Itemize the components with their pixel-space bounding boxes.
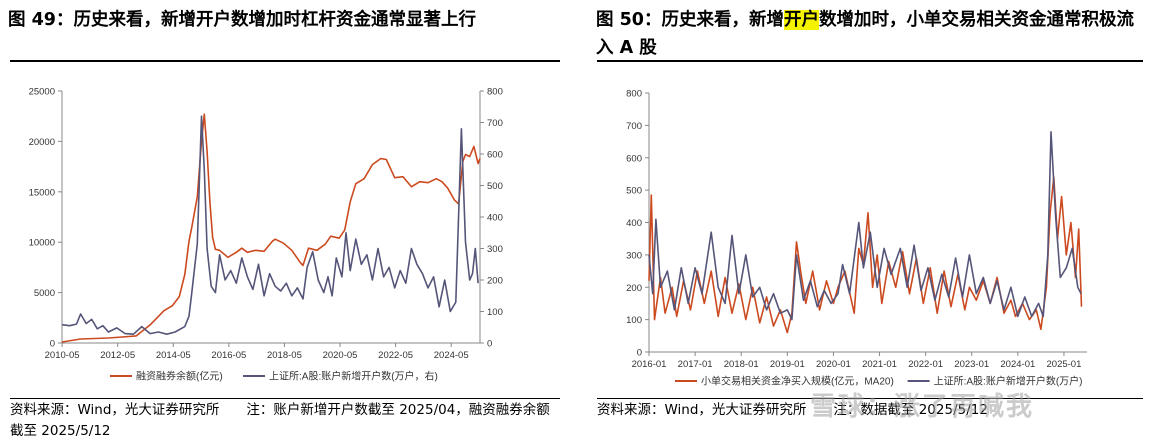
x-tick-label: 2016-05 bbox=[211, 350, 246, 361]
title-part: 数增加时，小单交易相关资金通常积极流入 A 股 bbox=[596, 10, 1134, 58]
x-tick-label: 2012-05 bbox=[100, 350, 135, 361]
series-line bbox=[61, 113, 481, 343]
source-note: 资料来源：Wind，光大证券研究所 注：账户新增开户数截至 2025/04，融资… bbox=[10, 402, 550, 439]
title-part: 图 50：历史来看，新增 bbox=[596, 10, 784, 30]
y-right-tick-label: 100 bbox=[487, 307, 503, 318]
y-right-tick-label: 400 bbox=[487, 213, 503, 224]
y-right-tick-label: 800 bbox=[487, 87, 503, 98]
x-tick-label: 2023-01 bbox=[954, 359, 989, 370]
legend-label: 小单交易相关资金净买入规模(亿元，MA20) bbox=[701, 375, 894, 388]
y-tick-label: 600 bbox=[626, 153, 642, 164]
x-tick-label: 2025-01 bbox=[1047, 359, 1082, 370]
y-right-tick-label: 600 bbox=[487, 150, 503, 161]
source-rule bbox=[597, 398, 1143, 399]
y-right-tick-label: 500 bbox=[487, 181, 503, 192]
y-tick-label: 0 bbox=[50, 339, 55, 350]
x-tick-label: 2024-05 bbox=[434, 350, 469, 361]
y-tick-label: 700 bbox=[626, 121, 642, 132]
x-tick-label: 2018-01 bbox=[724, 359, 759, 370]
y-tick-label: 20000 bbox=[29, 137, 55, 148]
y-tick-label: 800 bbox=[626, 89, 642, 100]
y-tick-label: 300 bbox=[626, 250, 642, 261]
series-line bbox=[648, 131, 1082, 321]
legend-label: 融资融券余额(亿元) bbox=[136, 370, 223, 383]
chart-49: 0 5000 10000 15000 20000 25000 0 100 200 300 400 50… bbox=[29, 87, 503, 383]
title-highlight: 开户 bbox=[783, 10, 819, 30]
y-tick-label: 0 bbox=[637, 348, 642, 359]
x-tick-label: 2022-01 bbox=[908, 359, 943, 370]
x-tick-label: 2022-05 bbox=[378, 350, 413, 361]
x-tick-label: 2020-01 bbox=[816, 359, 851, 370]
watermark: 雪球：涨了再喊我 bbox=[810, 392, 1035, 422]
series-line bbox=[61, 115, 479, 335]
y-tick-label: 15000 bbox=[29, 187, 55, 198]
x-tick-label: 2021-01 bbox=[862, 359, 897, 370]
y-tick-label: 25000 bbox=[29, 87, 55, 98]
x-tick-label: 2019-01 bbox=[770, 359, 805, 370]
y-tick-label: 10000 bbox=[29, 238, 55, 249]
x-tick-label: 2020-05 bbox=[323, 350, 358, 361]
legend-label: 上证所:A股:账户新增开户数(万户) bbox=[934, 375, 1083, 388]
chart-title: 图 49：历史来看，新增开户数增加时杠杆资金通常显著上行 bbox=[8, 10, 476, 30]
x-tick-label: 2014-05 bbox=[156, 350, 191, 361]
y-right-tick-label: 700 bbox=[487, 118, 503, 129]
title-rule bbox=[10, 60, 560, 62]
y-right-tick-label: 0 bbox=[487, 339, 492, 350]
y-right-tick-label: 300 bbox=[487, 244, 503, 255]
title-rule bbox=[597, 60, 1143, 62]
y-right-tick-label: 200 bbox=[487, 276, 503, 287]
x-tick-label: 2017-01 bbox=[678, 359, 713, 370]
source-rule bbox=[10, 398, 560, 399]
y-tick-label: 200 bbox=[626, 283, 642, 294]
y-tick-label: 400 bbox=[626, 218, 642, 229]
legend-label: 上证所:A股:账户新增开户数(万户，右) bbox=[269, 370, 438, 383]
x-tick-label: 2018-05 bbox=[267, 350, 302, 361]
x-tick-label: 2016-01 bbox=[632, 359, 667, 370]
y-tick-label: 100 bbox=[626, 315, 642, 326]
x-tick-label: 2010-05 bbox=[45, 350, 80, 361]
y-tick-label: 500 bbox=[626, 186, 642, 197]
source-note: 资料来源：Wind，光大证券研究所 注：数据截至 2025/5/12 bbox=[597, 402, 988, 418]
chart-50: 0 100 200 300 400 500 600 700 800 2016-01 2017-01 2… bbox=[626, 89, 1087, 388]
x-tick-label: 2024-01 bbox=[1000, 359, 1035, 370]
chart-title: 图 50：历史来看，新增开户数增加时，小单交易相关资金通常积极流入 A 股 bbox=[596, 6, 1151, 62]
y-tick-label: 5000 bbox=[34, 288, 55, 299]
series-line bbox=[648, 176, 1083, 334]
